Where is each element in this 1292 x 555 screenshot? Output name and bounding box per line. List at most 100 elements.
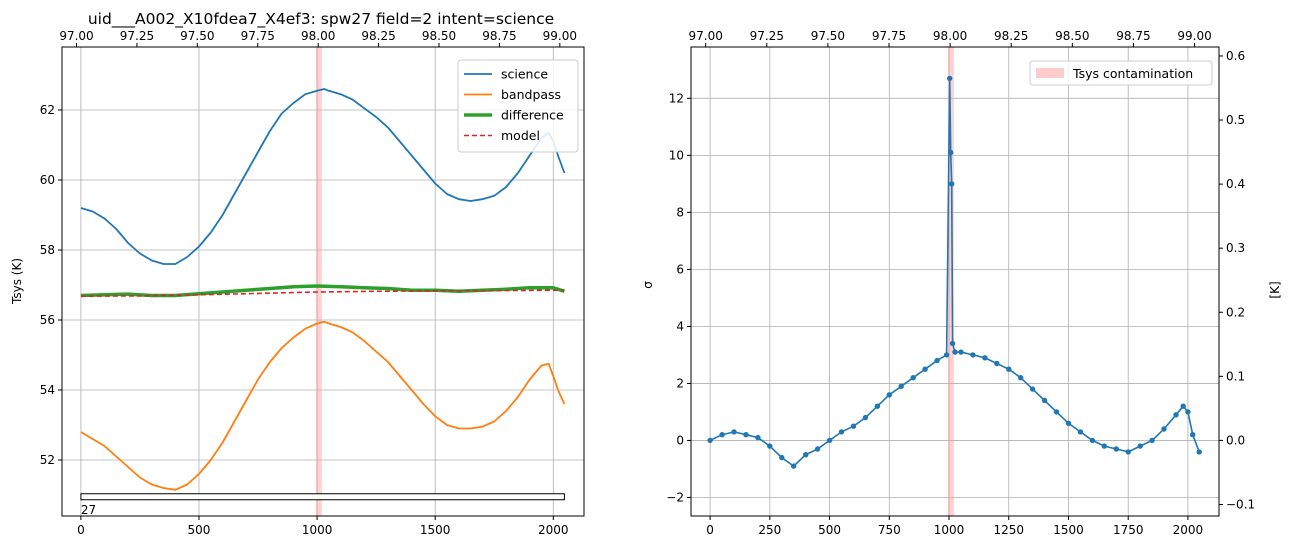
- top-tick-label: 97.50: [811, 29, 845, 43]
- data-point: [1190, 432, 1196, 438]
- top-tick-label: 97.00: [688, 29, 722, 43]
- x-tick-label: 500: [188, 523, 211, 537]
- y-tick-label: 54: [40, 383, 55, 397]
- series-line-sigma: [709, 78, 1200, 468]
- data-point: [838, 429, 845, 435]
- top-tick-label: 98.75: [482, 29, 516, 43]
- data-point: [719, 432, 725, 438]
- data-point: [1065, 420, 1072, 426]
- x-tick-label: 1250: [993, 523, 1024, 537]
- left-axes-frame: [61, 46, 585, 517]
- data-point: [779, 454, 785, 461]
- data-point: [755, 434, 761, 441]
- data-point: [814, 446, 821, 452]
- data-point: [886, 392, 892, 398]
- right-tick-label: 0.1: [1226, 369, 1245, 383]
- data-point: [1173, 412, 1179, 418]
- x-tick-label: 2000: [1173, 523, 1204, 537]
- data-point: [803, 452, 809, 458]
- legend-box: [1029, 60, 1213, 86]
- right-series: [707, 75, 1202, 469]
- data-point: [1125, 449, 1131, 455]
- top-tick-label: 98.50: [1055, 29, 1089, 43]
- series-line-bandpass: [80, 320, 566, 491]
- x-tick-label: 1000: [302, 523, 333, 537]
- x-tick-label: 0: [706, 523, 714, 537]
- right-x-ticks: 0 250 500 750 1000 1250 1500 1750 2000: [706, 516, 1203, 537]
- top-tick-label: 97.25: [750, 29, 784, 43]
- data-point: [731, 429, 737, 435]
- right-panel: 0 250 500 750 1000 1250 1500 1750 2000 −2 0 2 4 6 8 10…: [641, 29, 1282, 537]
- right-tick-label: 0.3: [1226, 241, 1245, 255]
- right-secondary-y-axis-label: [K]: [1268, 281, 1282, 298]
- data-point: [952, 349, 958, 355]
- data-point: [958, 349, 964, 355]
- top-tick-label: 98.50: [422, 29, 456, 43]
- legend-label-science: science: [501, 67, 548, 82]
- legend-label-difference: difference: [501, 108, 564, 123]
- data-point: [767, 443, 773, 449]
- data-point: [910, 375, 916, 381]
- right-contamination-band: [947, 47, 954, 516]
- x-tick-label: 1500: [420, 523, 451, 537]
- left-spw-bar: 27: [80, 493, 565, 517]
- data-point: [1180, 403, 1186, 409]
- y-tick-label: 62: [40, 103, 55, 117]
- data-point: [934, 357, 940, 364]
- top-tick-label: 97.00: [59, 29, 93, 43]
- spw-bar-label: 27: [81, 503, 96, 517]
- series-line-model: [80, 289, 565, 298]
- left-top-ticks: 97.00 97.25 97.50 97.75 98.00 98.25 98.50 98.75…: [59, 29, 577, 47]
- top-tick-label: 97.25: [120, 29, 154, 43]
- data-point: [1029, 386, 1036, 392]
- data-point: [1161, 426, 1167, 432]
- right-tick-label: −0.1: [1226, 497, 1255, 511]
- data-point: [874, 403, 881, 409]
- left-grid: [62, 47, 584, 516]
- data-point: [947, 75, 953, 82]
- x-tick-label: 0: [77, 523, 85, 537]
- data-point: [1185, 409, 1191, 415]
- data-point: [1113, 446, 1120, 452]
- top-tick-label: 98.25: [994, 29, 1028, 43]
- left-y-axis-label: Tsys (K): [10, 258, 24, 305]
- top-tick-label: 99.00: [543, 29, 577, 43]
- y-tick-label: 10: [669, 148, 684, 162]
- y-tick-label: 2: [676, 376, 684, 390]
- data-point: [982, 355, 988, 361]
- data-point: [707, 437, 713, 444]
- data-point: [1018, 375, 1024, 381]
- right-y-ticks: −2 0 2 4 6 8 10 12: [666, 91, 691, 504]
- data-point: [1101, 443, 1108, 449]
- y-tick-label: 0: [676, 433, 684, 447]
- x-tick-label: 1500: [1053, 523, 1084, 537]
- data-point: [1006, 366, 1012, 372]
- right-tick-label: 0.4: [1226, 177, 1245, 191]
- x-tick-label: 2000: [538, 523, 569, 537]
- data-point: [1149, 437, 1155, 444]
- data-point: [1089, 437, 1096, 444]
- x-tick-label: 750: [878, 523, 901, 537]
- top-tick-label: 99.00: [1177, 29, 1211, 43]
- data-point: [949, 181, 955, 187]
- y-tick-label: 56: [40, 313, 55, 327]
- x-tick-label: 250: [758, 523, 781, 537]
- top-tick-label: 98.00: [933, 29, 967, 43]
- right-tick-label: 0.0: [1226, 433, 1245, 447]
- data-point: [743, 432, 749, 438]
- data-point: [994, 360, 1000, 367]
- x-tick-label: 500: [818, 523, 841, 537]
- data-point: [850, 423, 857, 429]
- right-top-ticks: 97.00 97.25 97.50 97.75 98.00 98.25 98.50 98.75…: [688, 29, 1212, 47]
- y-tick-label: 6: [676, 262, 684, 276]
- left-y-ticks: 52 54 56 58 60 62: [40, 103, 62, 467]
- legend-label-contamination: Tsys contamination: [1072, 66, 1193, 81]
- right-tick-label: 0.5: [1226, 113, 1245, 127]
- x-tick-label: 1750: [1113, 523, 1144, 537]
- data-point: [1137, 443, 1143, 449]
- y-tick-label: 4: [676, 319, 684, 333]
- right-y-axis-label: σ: [641, 281, 655, 289]
- right-legend: Tsys contamination: [1029, 60, 1213, 86]
- y-tick-label: 12: [669, 91, 684, 105]
